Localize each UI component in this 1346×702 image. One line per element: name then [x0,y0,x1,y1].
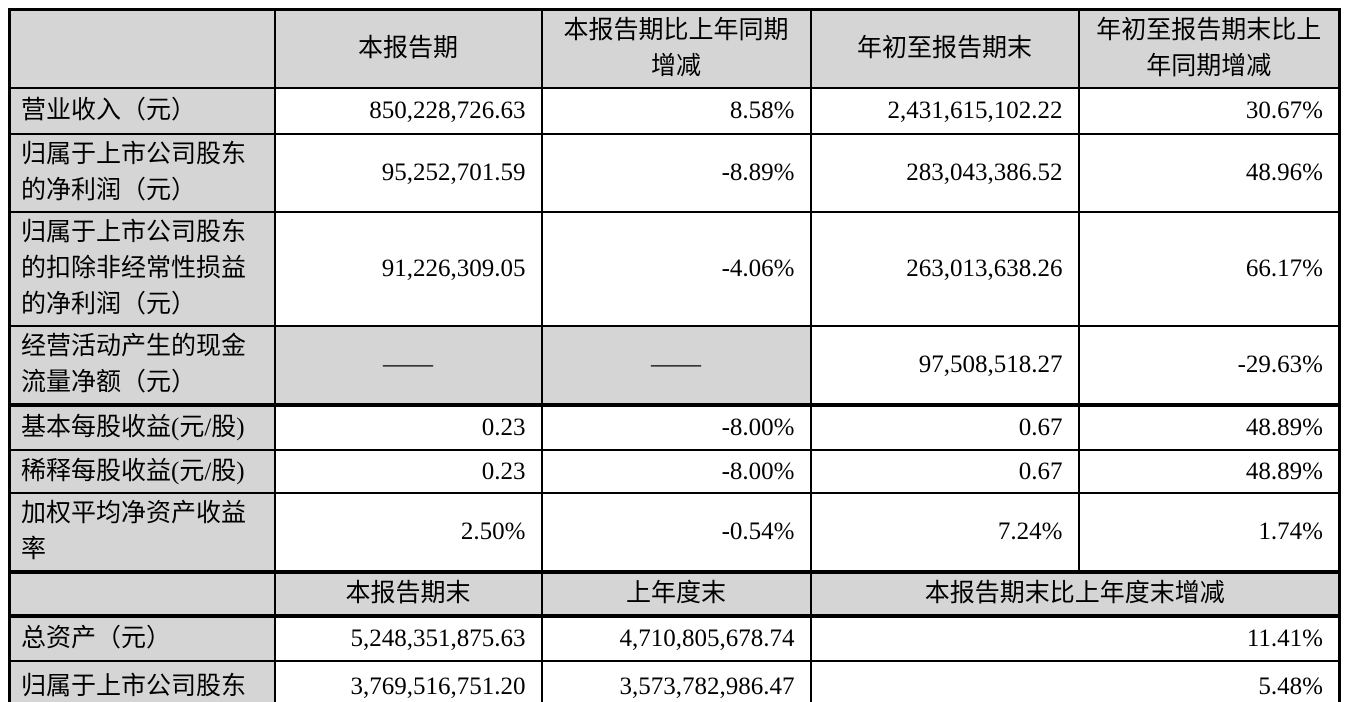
header-ytd: 年初至报告期末 [809,8,1080,89]
value-cell: -0.54% [540,492,812,574]
value-cell: 0.67 [809,449,1080,494]
row-weighted-avg-roe: 加权平均净资产收益 率 2.50% -0.54% 7.24% 1.74% [8,492,1341,574]
value-cell: 66.17% [1077,211,1341,327]
row-equity-attributable: 归属于上市公司股东 3,769,516,751.20 3,573,782,986… [8,660,1341,702]
header-ytd-yoy: 年初至报告期末比上 年同期增减 [1077,8,1341,89]
value-cell: -8.00% [540,404,812,451]
value-cell: 850,228,726.63 [273,87,543,135]
row-net-profit-attributable: 归属于上市公司股东 的净利润（元） 95,252,701.59 -8.89% 2… [8,133,1341,213]
row-total-assets: 总资产（元） 5,248,351,875.63 4,710,805,678.74… [8,615,1341,662]
header-period-end-vs-prior: 本报告期末比上年度末增减 [809,571,1341,618]
value-cell: 2,431,615,102.22 [809,87,1080,135]
label-cell: 经营活动产生的现金 流量净额（元） [8,325,276,407]
value-cell: -29.63% [1077,325,1341,407]
value-cell: -4.06% [540,211,812,327]
value-cell: 0.67 [809,404,1080,451]
label-cell: 基本每股收益(元/股) [8,404,276,451]
value-cell: 48.96% [1077,133,1341,213]
header-blank-cell [8,8,276,89]
value-cell: 1.74% [1077,492,1341,574]
value-cell: 5.48% [809,660,1341,702]
row-operating-revenue: 营业收入（元） 850,228,726.63 8.58% 2,431,615,1… [8,87,1341,135]
na-dash-cell: —— [540,325,812,407]
value-cell: 7.24% [809,492,1080,574]
label-cell: 归属于上市公司股东 的净利润（元） [8,133,276,213]
label-cell: 稀释每股收益(元/股) [8,449,276,494]
header-period-end: 本报告期末 [273,571,543,618]
value-cell: 11.41% [809,615,1341,662]
value-cell: -8.00% [540,449,812,494]
label-cell: 归属于上市公司股东 的扣除非经常性损益 的净利润（元） [8,211,276,327]
header-current-period-yoy: 本报告期比上年同期 增减 [540,8,812,89]
label-cell: 总资产（元） [8,615,276,662]
row-net-profit-after-nonrecurring: 归属于上市公司股东 的扣除非经常性损益 的净利润（元） 91,226,309.0… [8,211,1341,327]
value-cell: 97,508,518.27 [809,325,1080,407]
row-basic-eps: 基本每股收益(元/股) 0.23 -8.00% 0.67 48.89% [8,404,1341,451]
na-dash-cell: —— [273,325,543,407]
value-cell: 3,573,782,986.47 [540,660,812,702]
value-cell: 3,769,516,751.20 [273,660,543,702]
key-financials-table: 本报告期 本报告期比上年同期 增减 年初至报告期末 年初至报告期末比上 年同期增… [8,8,1341,702]
label-cell: 加权平均净资产收益 率 [8,492,276,574]
value-cell: 48.89% [1077,404,1341,451]
value-cell: 95,252,701.59 [273,133,543,213]
value-cell: 48.89% [1077,449,1341,494]
label-cell: 归属于上市公司股东 [8,660,276,702]
value-cell: 30.67% [1077,87,1341,135]
row-operating-cash-flow: 经营活动产生的现金 流量净额（元） —— —— 97,508,518.27 -2… [8,325,1341,407]
header-blank-cell [8,571,276,618]
value-cell: 8.58% [540,87,812,135]
header-row-period: 本报告期 本报告期比上年同期 增减 年初至报告期末 年初至报告期末比上 年同期增… [8,8,1341,89]
value-cell: -8.89% [540,133,812,213]
header-row-period-end: 本报告期末 上年度末 本报告期末比上年度末增减 [8,571,1341,618]
value-cell: 2.50% [273,492,543,574]
value-cell: 5,248,351,875.63 [273,615,543,662]
value-cell: 283,043,386.52 [809,133,1080,213]
header-prior-year-end: 上年度末 [540,571,812,618]
value-cell: 0.23 [273,449,543,494]
value-cell: 4,710,805,678.74 [540,615,812,662]
value-cell: 263,013,638.26 [809,211,1080,327]
value-cell: 91,226,309.05 [273,211,543,327]
row-diluted-eps: 稀释每股收益(元/股) 0.23 -8.00% 0.67 48.89% [8,449,1341,494]
header-current-period: 本报告期 [273,8,543,89]
value-cell: 0.23 [273,404,543,451]
label-cell: 营业收入（元） [8,87,276,135]
